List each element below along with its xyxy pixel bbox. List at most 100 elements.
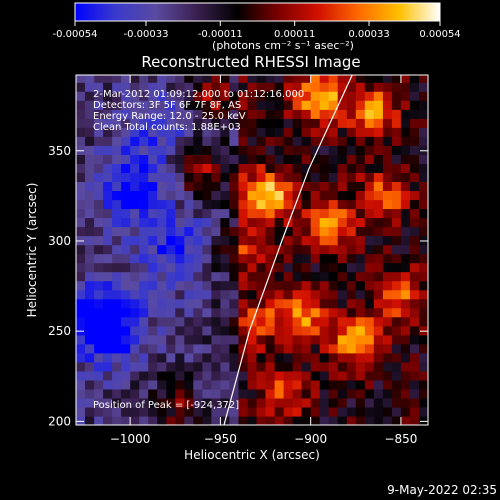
heatmap-cell xyxy=(256,163,267,173)
heatmap-cell xyxy=(373,154,384,164)
heatmap-cell xyxy=(283,163,294,173)
heatmap-cell xyxy=(166,307,176,318)
heatmap-cell xyxy=(256,271,267,282)
heatmap-cell xyxy=(220,145,230,155)
heatmap-cell xyxy=(157,370,167,381)
heatmap-cell xyxy=(130,100,140,110)
heatmap-cell xyxy=(328,280,339,291)
heatmap-cell xyxy=(301,379,312,390)
heatmap-cell xyxy=(139,100,149,110)
heatmap-cell xyxy=(211,361,221,372)
heatmap-cell xyxy=(157,190,167,201)
heatmap-cell xyxy=(148,370,158,381)
heatmap-cell xyxy=(211,244,221,255)
heatmap-cell xyxy=(184,235,194,246)
heatmap-cell xyxy=(247,181,258,191)
heatmap-cell xyxy=(310,271,321,282)
heatmap-cell xyxy=(139,388,149,399)
heatmap-cell xyxy=(355,145,366,155)
heatmap-cell xyxy=(166,199,176,210)
heatmap-cell xyxy=(373,361,384,372)
heatmap-cell xyxy=(292,100,303,110)
heatmap-cell xyxy=(166,280,176,291)
heatmap-cell xyxy=(310,82,321,92)
heatmap-cell xyxy=(220,370,230,381)
heatmap-cell xyxy=(337,208,348,219)
heatmap-cell xyxy=(184,325,194,336)
heatmap-cell xyxy=(292,271,303,282)
heatmap-cell xyxy=(310,352,321,363)
heatmap-cell xyxy=(229,75,239,83)
heatmap-cell xyxy=(328,325,339,336)
heatmap-cell xyxy=(301,370,312,381)
y-tick-label: 300 xyxy=(48,234,71,248)
heatmap-cell xyxy=(382,397,393,408)
heatmap-cell xyxy=(319,397,330,408)
heatmap-cell xyxy=(220,388,230,399)
heatmap-cell xyxy=(229,217,239,228)
heatmap-cell xyxy=(247,343,258,354)
heatmap-cell xyxy=(256,91,267,101)
heatmap-cell xyxy=(76,316,86,327)
heatmap-cell xyxy=(85,416,95,425)
heatmap-cell xyxy=(256,75,267,83)
heatmap-cell xyxy=(364,118,375,128)
heatmap-cell xyxy=(419,145,428,155)
heatmap-cell xyxy=(184,316,194,327)
heatmap-cell xyxy=(265,289,276,300)
heatmap-cell xyxy=(310,262,321,273)
heatmap-cell xyxy=(364,226,375,237)
heatmap-cell xyxy=(409,91,420,101)
heatmap-cell xyxy=(364,307,375,318)
heatmap-cell xyxy=(112,82,122,92)
heatmap-cell xyxy=(220,190,230,201)
heatmap-cell xyxy=(419,190,428,201)
heatmap-cell xyxy=(373,416,384,425)
heatmap-cell xyxy=(238,407,249,417)
heatmap-cell xyxy=(175,361,185,372)
heatmap-cell xyxy=(301,298,312,309)
heatmap-cell xyxy=(382,136,393,146)
heatmap-cell xyxy=(211,343,221,354)
heatmap-cell xyxy=(382,316,393,327)
heatmap-cell xyxy=(121,343,131,354)
heatmap-cell xyxy=(220,154,230,164)
heatmap-cell xyxy=(292,136,303,146)
heatmap-cell xyxy=(247,352,258,363)
heatmap-cell xyxy=(400,334,411,345)
heatmap-cell xyxy=(391,352,402,363)
heatmap-cell xyxy=(400,253,411,264)
heatmap-cell xyxy=(373,145,384,155)
heatmap-cell xyxy=(274,226,285,237)
heatmap-cell xyxy=(419,118,428,128)
heatmap-cell xyxy=(76,163,86,173)
heatmap-cell xyxy=(238,325,249,336)
heatmap-cell xyxy=(346,82,357,92)
heatmap-cell xyxy=(166,316,176,327)
heatmap-cell xyxy=(409,416,420,425)
heatmap-cell xyxy=(337,253,348,264)
heatmap-cell xyxy=(130,253,140,264)
heatmap-cell xyxy=(274,208,285,219)
heatmap-cell xyxy=(193,136,203,146)
heatmap-cell xyxy=(373,262,384,273)
heatmap-cell xyxy=(175,352,185,363)
heatmap-cell xyxy=(94,307,104,318)
heatmap-cell xyxy=(211,136,221,146)
heatmap-cell xyxy=(391,75,402,83)
heatmap-cell xyxy=(382,145,393,155)
heatmap-cell xyxy=(373,388,384,399)
heatmap-cell xyxy=(409,253,420,264)
heatmap-cell xyxy=(400,235,411,246)
heatmap-cell xyxy=(211,190,221,201)
heatmap-cell xyxy=(166,352,176,363)
heatmap-cell xyxy=(139,280,149,291)
heatmap-cell xyxy=(391,343,402,354)
heatmap-cell xyxy=(337,154,348,164)
heatmap-cell xyxy=(76,226,86,237)
heatmap-cell xyxy=(400,118,411,128)
heatmap-cell xyxy=(130,244,140,255)
heatmap-cell xyxy=(175,379,185,390)
heatmap-cell xyxy=(256,298,267,309)
heatmap-cell xyxy=(220,208,230,219)
